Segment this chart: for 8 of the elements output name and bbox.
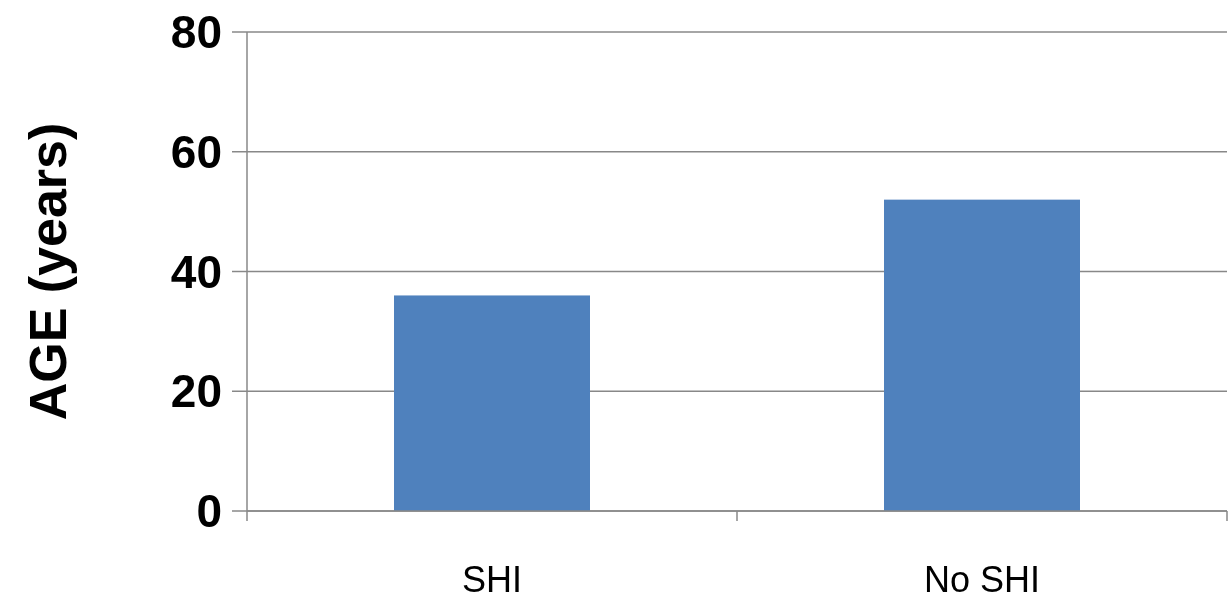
y-axis-title: AGE (years) bbox=[19, 122, 77, 421]
y-tick-label: 20 bbox=[170, 365, 222, 418]
y-tick-label: 60 bbox=[170, 125, 222, 178]
x-tick-label: No SHI bbox=[923, 559, 1041, 595]
y-tick-label: 40 bbox=[170, 245, 222, 298]
x-tick-label: SHI bbox=[461, 559, 523, 595]
y-tick-label: 80 bbox=[170, 6, 222, 59]
y-tick-label: 0 bbox=[196, 485, 222, 538]
